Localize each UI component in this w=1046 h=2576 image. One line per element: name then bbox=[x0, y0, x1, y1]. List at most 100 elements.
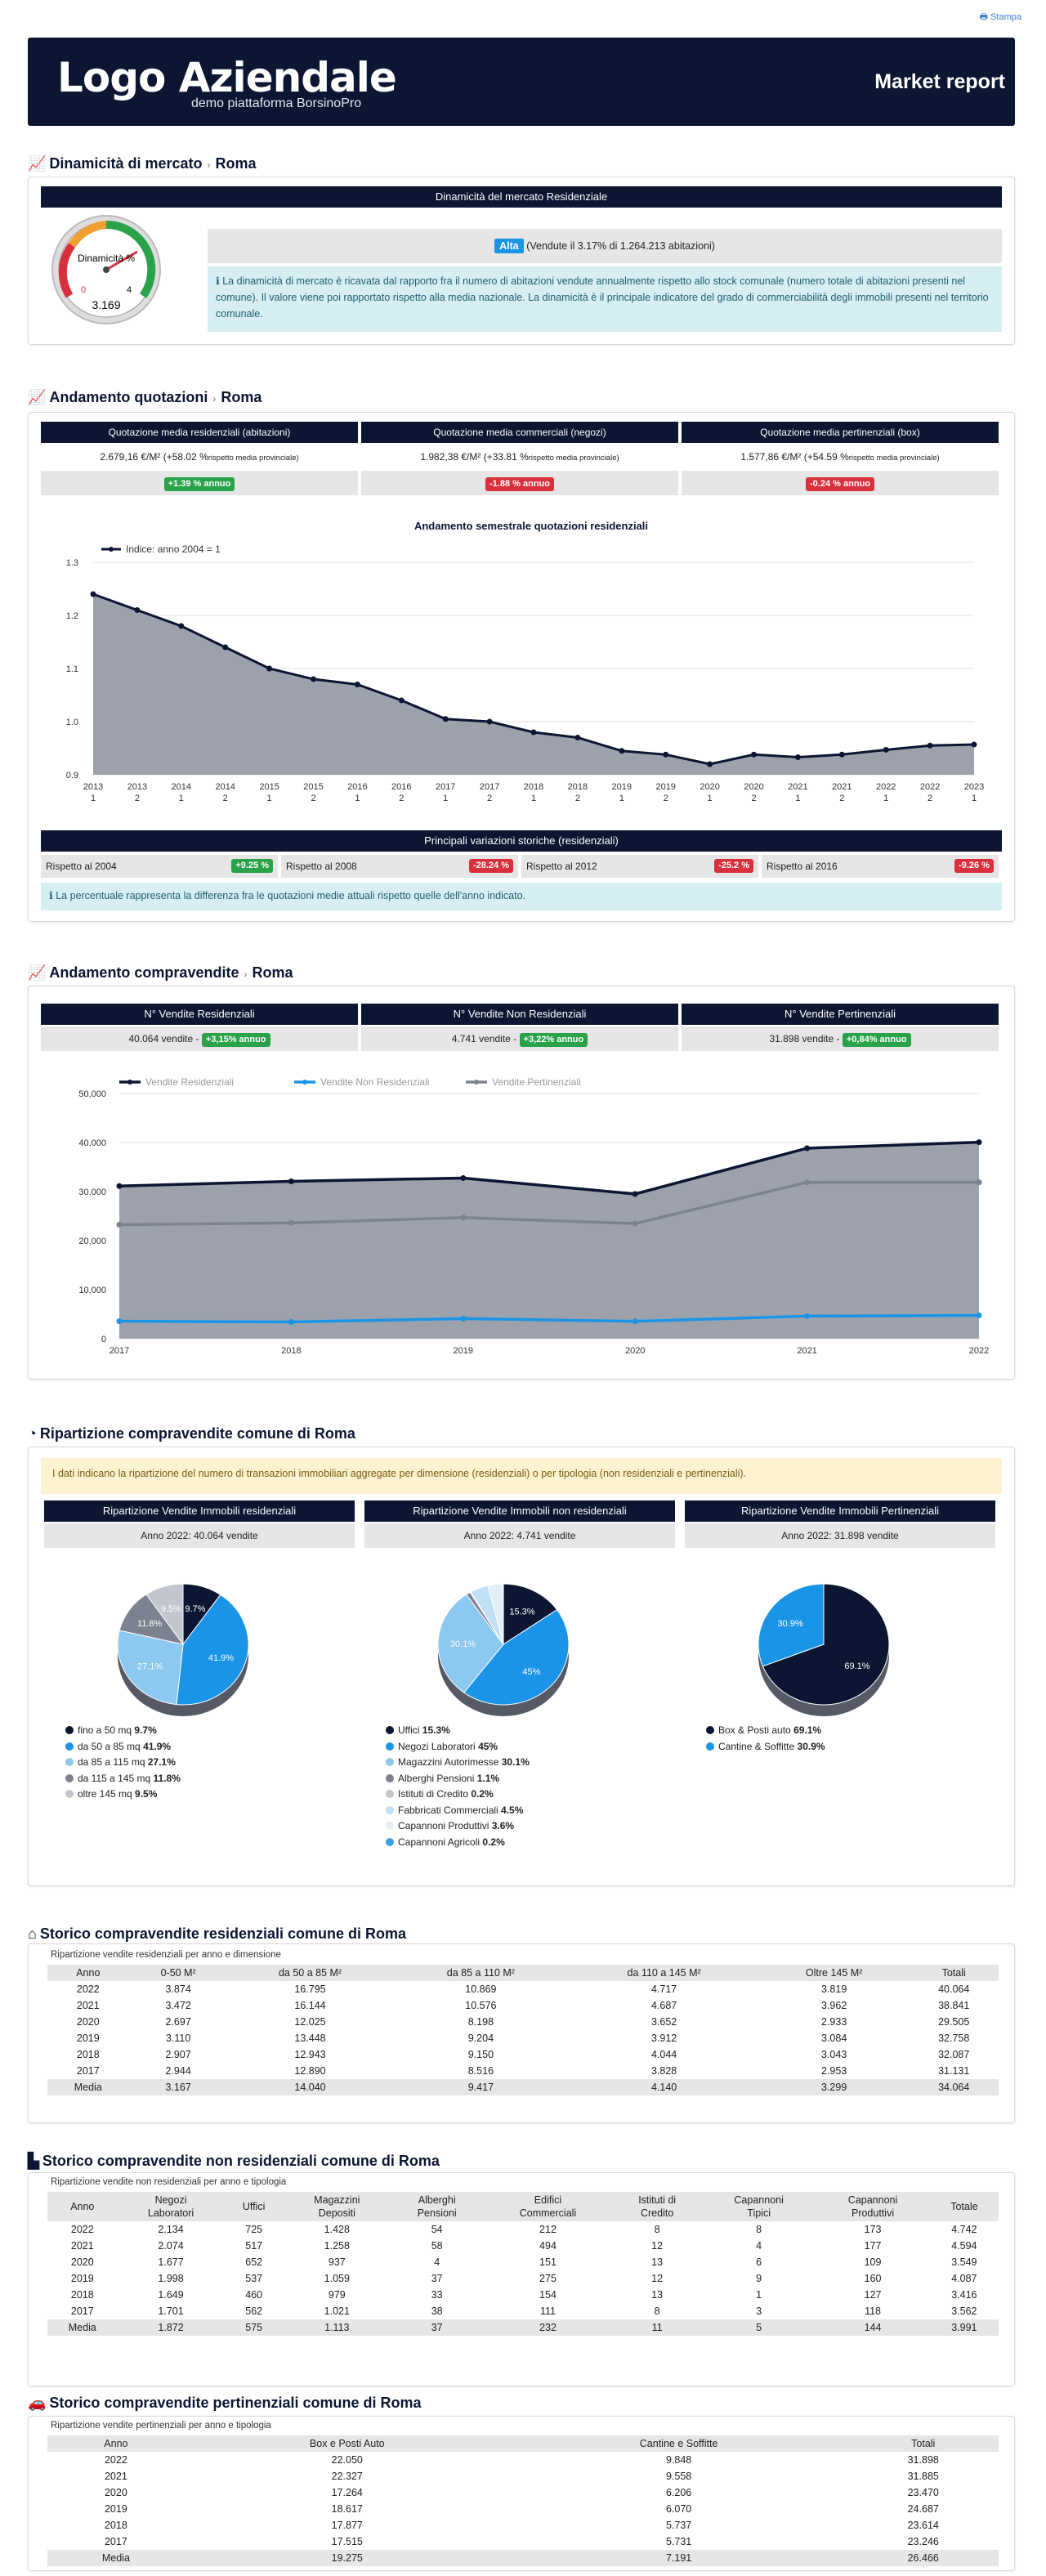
data-point bbox=[288, 1219, 294, 1226]
table-cell: 12 bbox=[651, 2240, 664, 2252]
table-cell: 3.299 bbox=[758, 2079, 910, 2095]
table-cell: 10.869 bbox=[465, 1983, 497, 1995]
data-point bbox=[442, 716, 449, 722]
pie-legend-item[interactable]: Cantine & Soffitte 30.9% bbox=[706, 1739, 825, 1755]
storico-nonres-caption: Ripartizione vendite non residenziali pe… bbox=[51, 2177, 287, 2187]
pie-legend-item[interactable]: da 115 a 145 mq 11.8% bbox=[65, 1771, 181, 1787]
pie-legend-item[interactable]: da 50 a 85 mq 41.9% bbox=[65, 1739, 181, 1755]
x-tick-label: 2013 1 bbox=[83, 782, 103, 803]
pie-legend-item[interactable]: Negozi Laboratori 45% bbox=[386, 1739, 530, 1755]
pie-legend-item[interactable]: oltre 145 mq 9.5% bbox=[65, 1787, 181, 1803]
ripartizione-section bbox=[28, 1447, 1015, 1886]
table-cell: 12 bbox=[651, 2273, 664, 2284]
x-tick-label: 2022 1 bbox=[876, 782, 896, 803]
table-cell: 32.087 bbox=[938, 2049, 970, 2060]
table-row: 2018 1.649 460 979 33 154 13 1 127 3.416 bbox=[47, 2287, 999, 2303]
pie-box-sub: Anno 2022: 31.898 vendite bbox=[685, 1523, 995, 1548]
table-cell: 23.614 bbox=[907, 2520, 939, 2531]
table-cell: 3.912 bbox=[650, 2033, 677, 2044]
table-cell: 173 bbox=[864, 2224, 882, 2235]
legend-label: Box & Posti auto bbox=[718, 1724, 791, 1736]
table-cell: 7.191 bbox=[509, 2550, 848, 2566]
column-header: Anno bbox=[47, 2435, 185, 2452]
table-row: 2020 17.264 6.206 23.470 bbox=[47, 2484, 999, 2501]
pie-slice-label: 69.1% bbox=[844, 1661, 869, 1671]
table-cell: 9.558 bbox=[665, 2471, 692, 2482]
x-tick-label: 2020 2 bbox=[744, 782, 763, 803]
pie-legend-item[interactable]: Fabbricati Commerciali 4.5% bbox=[386, 1803, 530, 1819]
table-cell: 8.198 bbox=[467, 2016, 494, 2028]
data-point bbox=[883, 746, 889, 753]
series-line bbox=[118, 1140, 980, 1196]
table-cell: 2017 bbox=[70, 2305, 94, 2317]
pie-slice bbox=[463, 1608, 570, 1706]
table-cell: 3.562 bbox=[951, 2305, 977, 2317]
pie-legend-item[interactable]: da 85 a 115 mq 27.1% bbox=[65, 1755, 181, 1771]
column-header: Anno bbox=[47, 1965, 129, 1981]
table-cell: 1.649 bbox=[158, 2289, 184, 2301]
table-cell: 14.040 bbox=[227, 2079, 393, 2095]
legend-dot bbox=[706, 1726, 714, 1734]
chevron-right-icon: › bbox=[244, 968, 248, 980]
column-header: Oltre 145 M² bbox=[758, 1965, 910, 1981]
table-cell: 2022 bbox=[104, 2454, 127, 2466]
pie-legend-item[interactable]: fino a 50 mq 9.7% bbox=[65, 1723, 181, 1739]
data-point bbox=[288, 1319, 294, 1326]
city-label: Roma bbox=[215, 155, 257, 172]
table-cell: 31.898 bbox=[907, 2454, 939, 2466]
y-tick-label: 50,000 bbox=[78, 1089, 106, 1099]
info-icon: ℹ bbox=[49, 890, 56, 901]
compravendite-section bbox=[28, 986, 1015, 1380]
data-point bbox=[804, 1179, 811, 1186]
legend-label: Uffici bbox=[398, 1724, 420, 1736]
data-point bbox=[398, 697, 405, 704]
pie-legend-item[interactable]: Capannoni Produttivi 3.6% bbox=[386, 1818, 530, 1835]
pie-box-head: Ripartizione Vendite Immobili non reside… bbox=[364, 1500, 675, 1522]
x-tick-label: 2018 2 bbox=[568, 782, 588, 803]
table-cell: 3.819 bbox=[820, 1983, 847, 1995]
table-cell: 1.872 bbox=[117, 2319, 225, 2336]
y-tick-label: 10,000 bbox=[78, 1286, 106, 1295]
legend-value: 41.9% bbox=[143, 1740, 172, 1752]
data-point bbox=[311, 676, 316, 682]
table-cell: 40.064 bbox=[938, 1983, 970, 1995]
pie-legend: Box & Posti auto 69.1% Cantine & Soffitte… bbox=[706, 1723, 825, 1755]
pie-legend-item[interactable]: Uffici 15.3% bbox=[386, 1723, 530, 1739]
column-header: Capannoni Tipici bbox=[701, 2192, 816, 2221]
data-point bbox=[632, 1220, 638, 1227]
legend-label: oltre 145 mq bbox=[78, 1788, 132, 1800]
table-cell: 38 bbox=[431, 2305, 443, 2317]
storico-res-title: ⌂ Storico compravendite residenziali comu… bbox=[28, 1925, 406, 1942]
pie-legend: fino a 50 mq 9.7% da 50 a 85 mq 41.9% da 8… bbox=[65, 1723, 181, 1803]
table-row: 2020 1.677 652 937 4 151 13 6 109 3.549 bbox=[47, 2254, 999, 2270]
quot-delta-tail: rispetto media provinciale) bbox=[528, 454, 619, 463]
column-header: Uffici bbox=[224, 2192, 284, 2221]
table-cell: 1.701 bbox=[158, 2305, 184, 2317]
data-point bbox=[971, 741, 977, 748]
storico-pert-caption: Ripartizione vendite pertinenziali per a… bbox=[51, 2421, 271, 2431]
table-cell: 9 bbox=[756, 2273, 762, 2284]
quot-value: 1.982,38 €/M² bbox=[420, 451, 481, 463]
column-header: Magazzini Depositi bbox=[283, 2192, 391, 2221]
pie-legend-item[interactable]: Capannoni Agricoli 0.2% bbox=[386, 1835, 530, 1851]
pie-legend-item[interactable]: Box & Posti auto 69.1% bbox=[706, 1723, 825, 1739]
pie-legend-item[interactable]: Istituti di Credito 0.2% bbox=[386, 1787, 530, 1803]
storica-item: Rispetto al 2016 -9.26 % bbox=[762, 855, 999, 878]
pie-legend-item[interactable]: Alberghi Pensioni 1.1% bbox=[386, 1771, 530, 1787]
table-cell: 652 bbox=[245, 2256, 263, 2268]
table-cell: 13 bbox=[651, 2289, 664, 2301]
table-cell: 54 bbox=[431, 2224, 443, 2235]
print-link[interactable]: 🖶 Stampa bbox=[980, 10, 1021, 25]
data-point bbox=[619, 748, 625, 754]
area-chart-icon: 📈 bbox=[28, 155, 47, 172]
table-cell: 2.134 bbox=[158, 2224, 184, 2235]
table-cell: 31.885 bbox=[907, 2471, 939, 2482]
pie-legend-item[interactable]: Magazzini Autorimesse 30.1% bbox=[386, 1755, 530, 1771]
table-cell: 2020 bbox=[70, 2256, 94, 2268]
table-cell: 460 bbox=[245, 2289, 263, 2301]
table-cell: 4.044 bbox=[650, 2049, 677, 2060]
comp-card-value: 31.898 vendite - +0,84% annuo bbox=[682, 1026, 999, 1051]
table-cell: 34.064 bbox=[909, 2079, 999, 2095]
data-point bbox=[354, 682, 360, 687]
comp-card-head: N° Vendite Pertinenziali bbox=[682, 1004, 999, 1025]
